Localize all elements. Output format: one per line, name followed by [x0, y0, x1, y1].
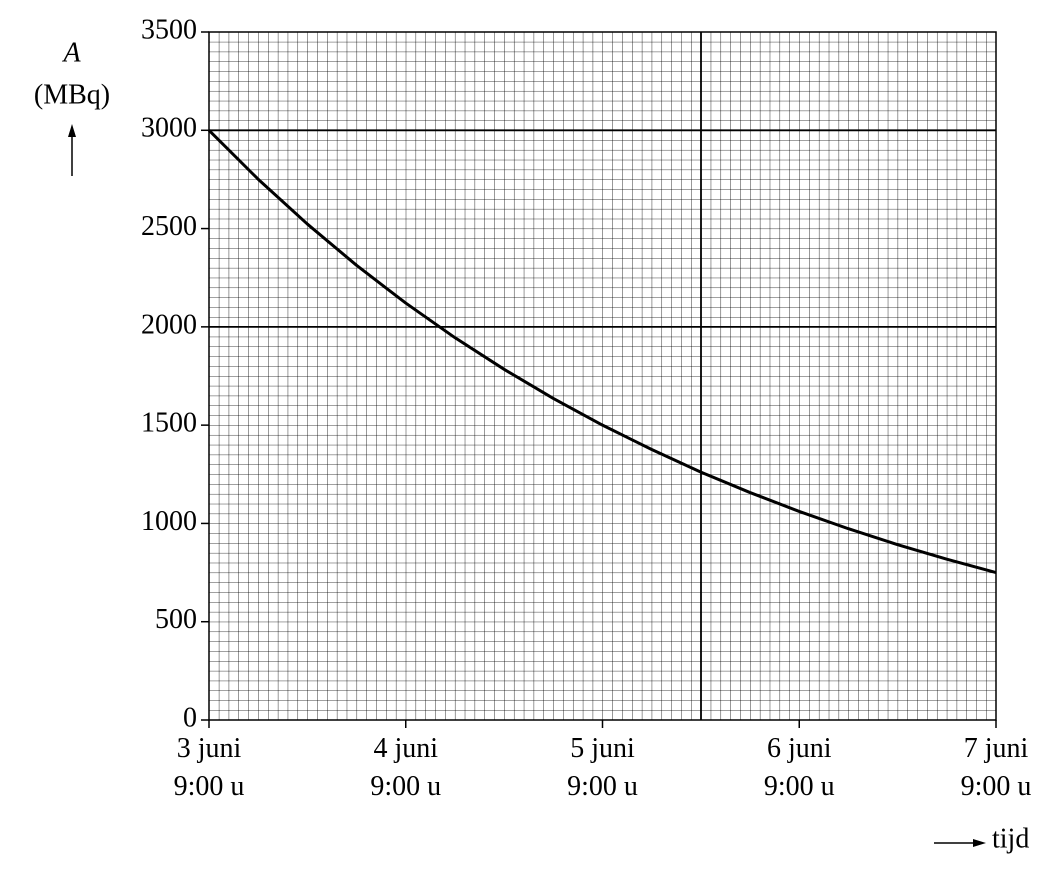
y-tick-label: 2500: [141, 211, 197, 242]
x-tick-label: 3 juni 9:00 u: [173, 733, 245, 802]
y-tick-label: 500: [155, 604, 197, 635]
y-arrow: [68, 124, 76, 176]
x-tick-label: 7 juni 9:00 u: [960, 733, 1032, 802]
x-tick-label: 5 juni 9:00 u: [567, 733, 638, 802]
y-tick-label: 1000: [141, 506, 197, 537]
y-tick-label: 1500: [141, 408, 197, 439]
x-label: tijd: [992, 823, 1029, 854]
x-arrow: [934, 839, 986, 847]
line: [207, 129, 997, 575]
y-tick-label: 3000: [141, 113, 197, 144]
y-label: A: [61, 37, 81, 68]
plot-grid: [208, 31, 997, 721]
y-tick-label: 0: [183, 702, 197, 733]
y-tick-label: 3500: [141, 14, 197, 45]
y-unit: (MBq): [34, 79, 110, 110]
x-tick-label: 6 juni 9:00 u: [763, 733, 835, 802]
x-tick-label: 4 juni 9:00 u: [370, 733, 442, 802]
y-tick-label: 2000: [141, 309, 197, 340]
major-lines: [209, 32, 996, 720]
